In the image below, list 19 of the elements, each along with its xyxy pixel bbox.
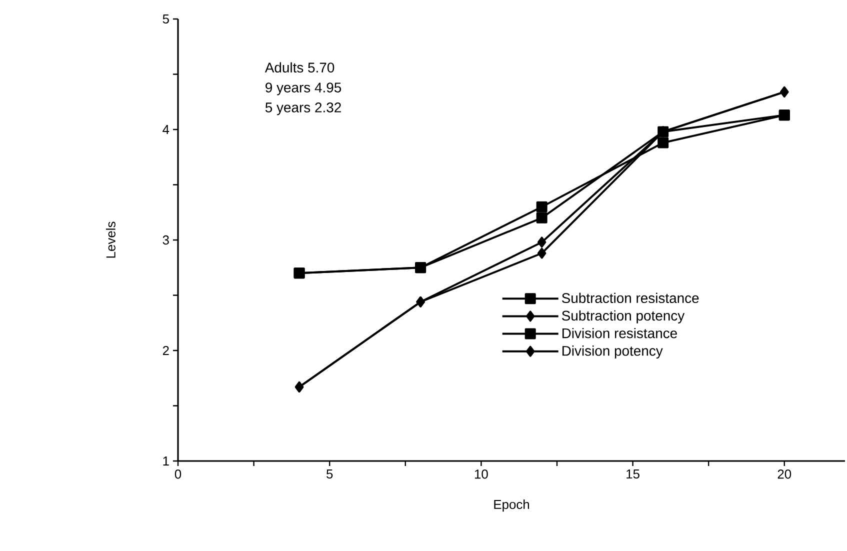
annotation: Adults 5.70 xyxy=(264,62,334,73)
legend-label: Subtraction resistance xyxy=(562,292,699,304)
legend-label: Division potency xyxy=(562,346,663,359)
y-tick-label: 4 xyxy=(162,125,170,134)
legend-label: Subtraction potency xyxy=(562,310,685,324)
y-tick-label: 2 xyxy=(162,346,169,356)
annotation: 9 years 4.95 xyxy=(266,82,342,96)
x-axis-title: Epoch xyxy=(494,500,530,512)
y-tick-label: 5 xyxy=(162,14,169,24)
y-tick-label: 1 xyxy=(163,456,169,466)
x-tick-label: 20 xyxy=(778,470,792,479)
legend-label: Division resistance xyxy=(562,328,677,338)
x-tick-label: 5 xyxy=(326,470,333,479)
x-tick-label: 15 xyxy=(626,470,640,479)
x-tick-label: 10 xyxy=(474,470,488,479)
y-tick-label: 3 xyxy=(162,235,169,245)
y-axis-title: Levels xyxy=(106,222,116,258)
x-tick-label: 0 xyxy=(174,470,182,479)
annotation: 5 years 2.32 xyxy=(265,102,341,116)
